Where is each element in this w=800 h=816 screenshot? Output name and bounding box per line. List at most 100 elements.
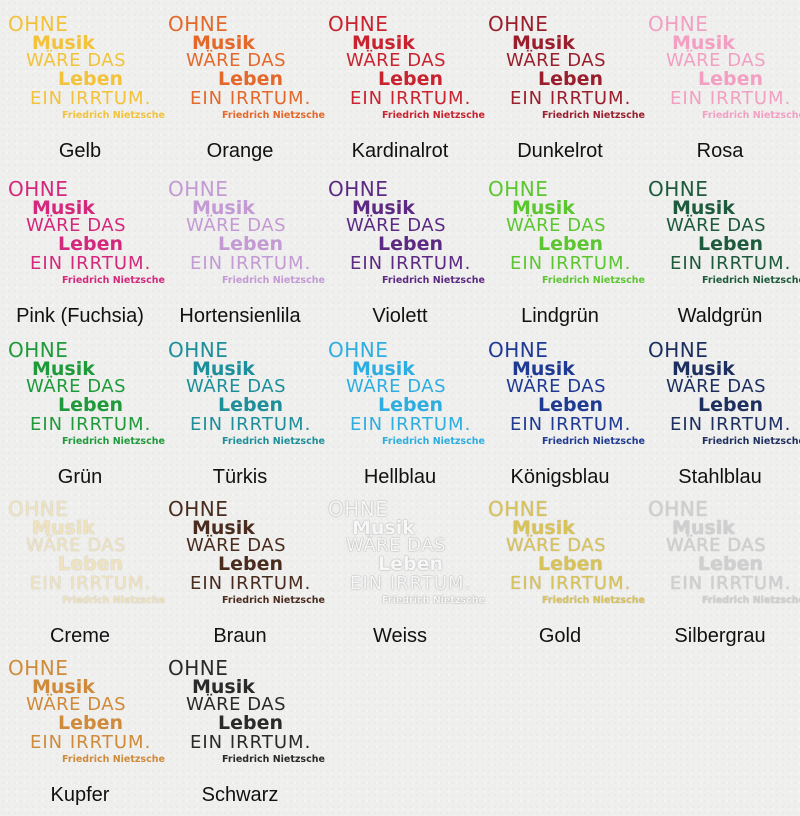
quote-decal-preview: OHNE Musik WÄRE DAS Leben EIN IRRTUM. Friedri… bbox=[0, 12, 165, 132]
color-name-label: Braun bbox=[213, 625, 267, 647]
color-swatch: OHNE Musik WÄRE DAS Leben EIN IRRTUM. Friedri… bbox=[160, 177, 325, 337]
quote-line-waere-das: WÄRE DAS bbox=[506, 215, 607, 236]
quote-author: Friedrich Nietzsche bbox=[542, 275, 645, 286]
quote-line-leben: Leben bbox=[218, 712, 284, 734]
quote-line-ohne: OHNE bbox=[328, 177, 389, 201]
color-name-label: Hortensienlila bbox=[179, 305, 301, 327]
quote-author: Friedrich Nietzsche bbox=[542, 595, 645, 606]
quote-line-musik: Musik bbox=[512, 358, 575, 380]
quote-line-leben: Leben bbox=[218, 68, 284, 90]
quote-line-musik: Musik bbox=[192, 676, 255, 698]
quote-line-ein-irrtum: EIN IRRTUM. bbox=[30, 573, 152, 594]
quote-line-leben: Leben bbox=[538, 553, 604, 575]
quote-line-leben: Leben bbox=[698, 394, 764, 416]
quote-author: Friedrich Nietzsche bbox=[222, 595, 325, 606]
quote-line-waere-das: WÄRE DAS bbox=[666, 535, 767, 556]
quote-line-leben: Leben bbox=[58, 68, 124, 90]
quote-line-ohne: OHNE bbox=[168, 338, 229, 362]
quote-line-leben: Leben bbox=[218, 553, 284, 575]
color-swatch: OHNE Musik WÄRE DAS Leben EIN IRRTUM. Friedri… bbox=[160, 338, 325, 498]
color-name-label: Violett bbox=[372, 305, 428, 327]
quote-line-waere-das: WÄRE DAS bbox=[26, 215, 127, 236]
quote-line-ein-irrtum: EIN IRRTUM. bbox=[30, 253, 152, 274]
color-swatch: OHNE Musik WÄRE DAS Leben EIN IRRTUM. Friedri… bbox=[640, 338, 800, 498]
quote-line-waere-das: WÄRE DAS bbox=[346, 50, 447, 71]
color-swatch: OHNE Musik WÄRE DAS Leben EIN IRRTUM. Friedri… bbox=[0, 497, 165, 657]
quote-line-ein-irrtum: EIN IRRTUM. bbox=[350, 253, 472, 274]
quote-line-musik: Musik bbox=[352, 358, 415, 380]
quote-line-musik: Musik bbox=[672, 358, 735, 380]
color-name-label: Lindgrün bbox=[521, 305, 599, 327]
quote-line-leben: Leben bbox=[538, 394, 604, 416]
color-swatch: OHNE Musik WÄRE DAS Leben EIN IRRTUM. Friedri… bbox=[480, 12, 645, 172]
quote-line-leben: Leben bbox=[58, 712, 124, 734]
quote-line-musik: Musik bbox=[352, 517, 415, 539]
quote-line-ein-irrtum: EIN IRRTUM. bbox=[30, 732, 152, 753]
quote-line-musik: Musik bbox=[32, 676, 95, 698]
quote-decal-preview: OHNE Musik WÄRE DAS Leben EIN IRRTUM. Friedri… bbox=[160, 12, 325, 132]
quote-line-ein-irrtum: EIN IRRTUM. bbox=[30, 414, 152, 435]
quote-line-musik: Musik bbox=[192, 197, 255, 219]
quote-line-ohne: OHNE bbox=[488, 177, 549, 201]
quote-decal-preview: OHNE Musik WÄRE DAS Leben EIN IRRTUM. Friedri… bbox=[160, 338, 325, 458]
color-swatch: OHNE Musik WÄRE DAS Leben EIN IRRTUM. Friedri… bbox=[640, 497, 800, 657]
quote-line-ohne: OHNE bbox=[488, 12, 549, 36]
quote-line-ein-irrtum: EIN IRRTUM. bbox=[190, 88, 312, 109]
quote-line-leben: Leben bbox=[58, 553, 124, 575]
quote-decal-preview: OHNE Musik WÄRE DAS Leben EIN IRRTUM. Friedri… bbox=[480, 338, 645, 458]
quote-line-ein-irrtum: EIN IRRTUM. bbox=[350, 573, 472, 594]
quote-line-ohne: OHNE bbox=[648, 338, 709, 362]
color-name-label: Rosa bbox=[696, 140, 744, 162]
quote-line-musik: Musik bbox=[32, 358, 95, 380]
quote-line-waere-das: WÄRE DAS bbox=[346, 376, 447, 397]
quote-author: Friedrich Nietzsche bbox=[542, 436, 645, 447]
quote-author: Friedrich Nietzsche bbox=[702, 110, 800, 121]
quote-line-ohne: OHNE bbox=[8, 497, 69, 521]
quote-line-musik: Musik bbox=[512, 32, 575, 54]
quote-line-ohne: OHNE bbox=[648, 497, 709, 521]
quote-line-ohne: OHNE bbox=[168, 177, 229, 201]
quote-line-ein-irrtum: EIN IRRTUM. bbox=[510, 573, 632, 594]
color-name-label: Königsblau bbox=[510, 466, 610, 488]
quote-line-waere-das: WÄRE DAS bbox=[186, 215, 287, 236]
quote-line-ohne: OHNE bbox=[168, 656, 229, 680]
quote-line-ein-irrtum: EIN IRRTUM. bbox=[510, 253, 632, 274]
quote-line-musik: Musik bbox=[512, 197, 575, 219]
quote-line-waere-das: WÄRE DAS bbox=[506, 376, 607, 397]
quote-line-waere-das: WÄRE DAS bbox=[506, 535, 607, 556]
quote-line-waere-das: WÄRE DAS bbox=[666, 376, 767, 397]
quote-line-ein-irrtum: EIN IRRTUM. bbox=[30, 88, 152, 109]
quote-author: Friedrich Nietzsche bbox=[222, 110, 325, 121]
quote-line-leben: Leben bbox=[218, 233, 284, 255]
quote-author: Friedrich Nietzsche bbox=[62, 595, 165, 606]
color-swatch: OHNE Musik WÄRE DAS Leben EIN IRRTUM. Friedri… bbox=[640, 12, 800, 172]
quote-line-waere-das: WÄRE DAS bbox=[506, 50, 607, 71]
color-name-label: Kupfer bbox=[50, 784, 110, 806]
color-name-label: Kardinalrot bbox=[351, 140, 449, 162]
quote-decal-preview: OHNE Musik WÄRE DAS Leben EIN IRRTUM. Friedri… bbox=[320, 338, 485, 458]
color-swatch: OHNE Musik WÄRE DAS Leben EIN IRRTUM. Friedri… bbox=[160, 656, 325, 816]
color-swatch: OHNE Musik WÄRE DAS Leben EIN IRRTUM. Friedri… bbox=[480, 497, 645, 657]
quote-line-leben: Leben bbox=[698, 553, 764, 575]
quote-decal-preview: OHNE Musik WÄRE DAS Leben EIN IRRTUM. Friedri… bbox=[0, 177, 165, 297]
quote-author: Friedrich Nietzsche bbox=[542, 110, 645, 121]
color-name-label: Pink (Fuchsia) bbox=[16, 305, 144, 327]
quote-line-waere-das: WÄRE DAS bbox=[26, 376, 127, 397]
quote-line-ein-irrtum: EIN IRRTUM. bbox=[670, 253, 792, 274]
quote-author: Friedrich Nietzsche bbox=[702, 436, 800, 447]
quote-line-musik: Musik bbox=[32, 197, 95, 219]
quote-decal-preview: OHNE Musik WÄRE DAS Leben EIN IRRTUM. Friedri… bbox=[0, 338, 165, 458]
quote-line-ohne: OHNE bbox=[328, 497, 389, 521]
quote-author: Friedrich Nietzsche bbox=[62, 754, 165, 765]
quote-line-ohne: OHNE bbox=[328, 12, 389, 36]
quote-decal-preview: OHNE Musik WÄRE DAS Leben EIN IRRTUM. Friedri… bbox=[0, 497, 165, 617]
quote-line-leben: Leben bbox=[698, 68, 764, 90]
quote-line-leben: Leben bbox=[378, 394, 444, 416]
color-name-label: Gold bbox=[538, 625, 582, 647]
quote-line-waere-das: WÄRE DAS bbox=[186, 50, 287, 71]
quote-line-leben: Leben bbox=[58, 394, 124, 416]
color-name-label: Grün bbox=[57, 466, 103, 488]
quote-author: Friedrich Nietzsche bbox=[222, 754, 325, 765]
color-swatch: OHNE Musik WÄRE DAS Leben EIN IRRTUM. Friedri… bbox=[0, 12, 165, 172]
